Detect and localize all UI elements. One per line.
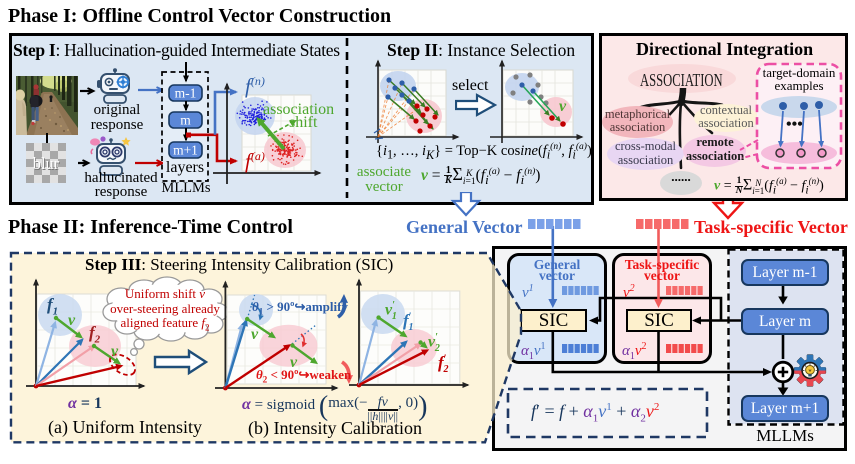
svg-text:blur: blur bbox=[33, 154, 60, 173]
svg-text:m+1: m+1 bbox=[173, 143, 198, 158]
svg-text:m-1: m-1 bbox=[175, 86, 197, 101]
svg-text:m: m bbox=[180, 113, 191, 128]
svg-text:blur: blur bbox=[34, 155, 61, 174]
svg-text:•••: ••• bbox=[786, 116, 803, 133]
